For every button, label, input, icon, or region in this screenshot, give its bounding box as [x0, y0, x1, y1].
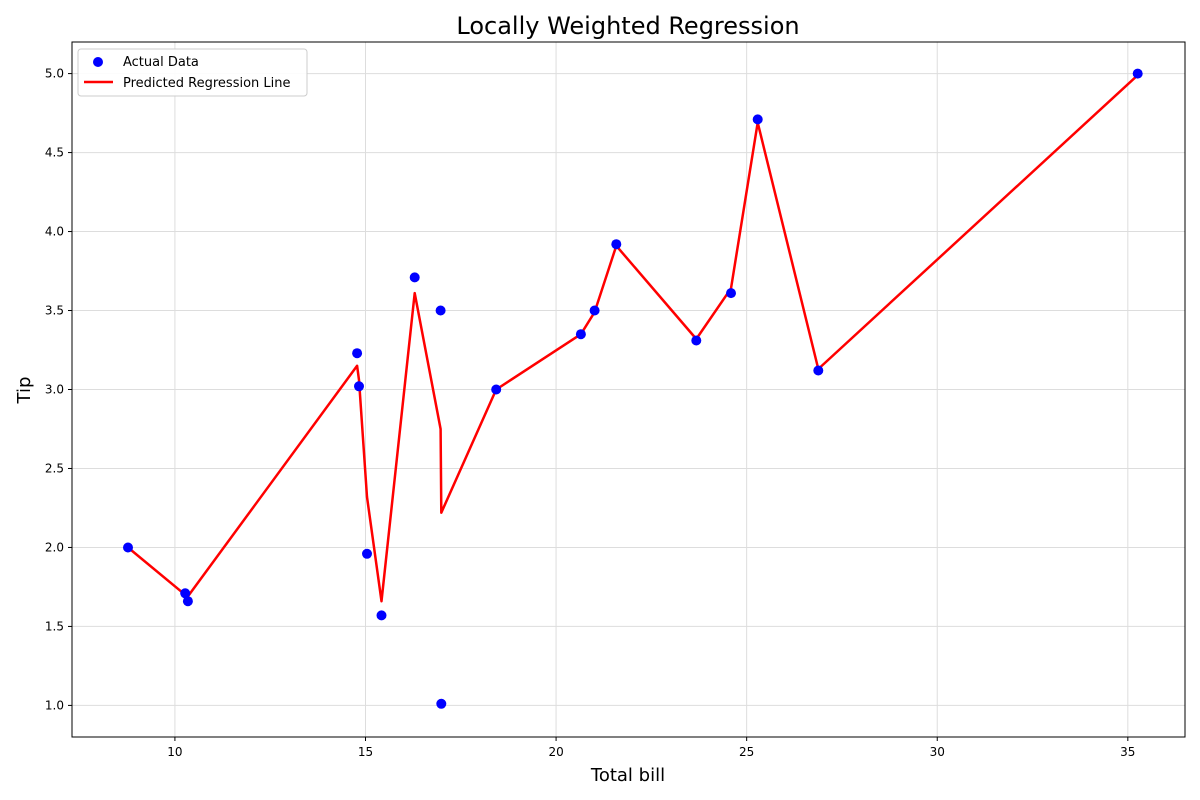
data-point: [575, 329, 586, 340]
data-point: [123, 542, 133, 553]
legend-label-regression-line: Predicted Regression Line: [123, 76, 291, 91]
legend: Actual Data Predicted Regression Line: [77, 48, 308, 97]
x-tick-label: 30: [930, 745, 945, 759]
y-tick-label: 2.0: [45, 540, 64, 554]
y-tick-label: 5.0: [45, 67, 64, 81]
data-point: [691, 335, 702, 346]
data-point: [813, 365, 824, 376]
data-point: [362, 548, 372, 559]
x-tick-label: 10: [167, 745, 182, 759]
data-point: [435, 305, 446, 316]
y-tick-label: 2.5: [45, 461, 64, 475]
data-point: [409, 272, 420, 283]
y-tick-label: 1.0: [45, 698, 64, 712]
plot-area-frame: [71, 41, 1186, 738]
data-point: [726, 288, 736, 299]
y-tick-label: 3.5: [45, 304, 64, 318]
y-axis-title: Tip: [14, 377, 35, 405]
x-tick-label: 25: [739, 745, 754, 759]
scatter-series: [123, 68, 1143, 709]
data-point: [491, 384, 502, 395]
grid-lines: [72, 42, 1185, 737]
data-point: [611, 239, 622, 250]
y-tick-label: 3.0: [45, 383, 64, 397]
x-axis-title: Total bill: [590, 765, 665, 786]
data-point: [376, 610, 387, 621]
x-tick-label: 15: [358, 745, 373, 759]
x-tick-label: 20: [548, 745, 563, 759]
chart-title: Locally Weighted Regression: [456, 12, 799, 40]
data-point: [752, 114, 763, 125]
data-point: [1132, 68, 1143, 79]
legend-box: [77, 48, 308, 97]
y-tick-label: 4.5: [45, 146, 64, 160]
data-point: [436, 698, 447, 709]
axis-ticks: 10 15 20 25 30 35 1.0 1.5 2.0 2.5 3.0 3.5 4.0 4.5 5.0: [45, 67, 1136, 759]
legend-label-actual-data: Actual Data: [123, 55, 199, 70]
data-point: [180, 588, 191, 599]
legend-marker-actual-data: [93, 57, 103, 67]
x-tick-label: 35: [1120, 745, 1135, 759]
data-point: [589, 305, 600, 316]
data-point: [182, 596, 193, 607]
data-point: [354, 381, 364, 392]
y-tick-label: 1.5: [45, 619, 64, 633]
data-point: [352, 348, 363, 359]
y-tick-label: 4.0: [45, 225, 64, 239]
